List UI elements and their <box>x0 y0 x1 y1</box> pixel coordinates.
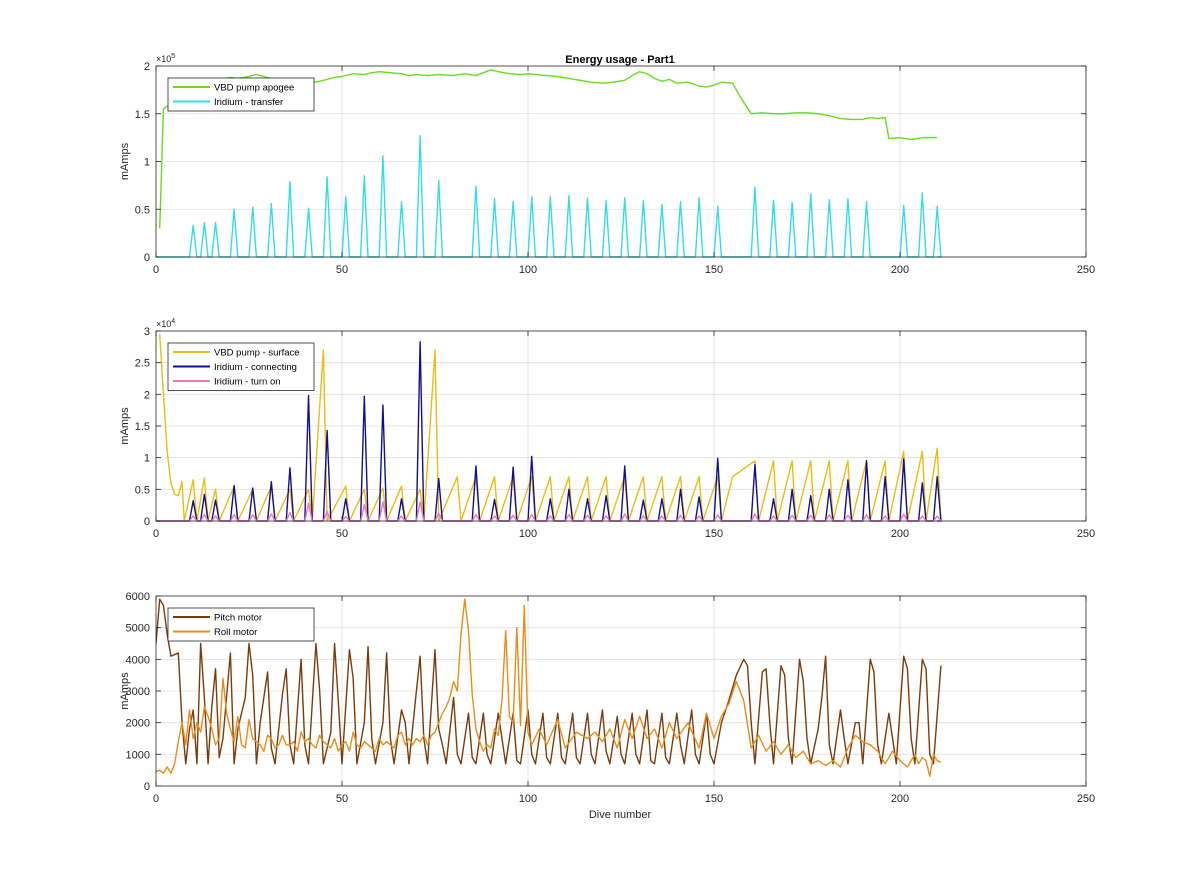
y-axis-label: mAmps <box>119 672 131 710</box>
x-tick-label: 0 <box>153 264 159 276</box>
x-tick-label: 200 <box>891 528 909 540</box>
legend-entry: Iridium - transfer <box>214 97 283 108</box>
y-exponent-label: ×105 <box>156 53 175 64</box>
x-tick-label: 250 <box>1077 528 1095 540</box>
y-tick-label: 2 <box>144 389 150 401</box>
y-tick-label: 1 <box>144 453 150 465</box>
x-tick-label: 250 <box>1077 264 1095 276</box>
x-tick-label: 100 <box>519 528 537 540</box>
y-tick-label: 3000 <box>126 686 150 698</box>
x-tick-label: 150 <box>705 264 723 276</box>
y-tick-label: 0 <box>144 516 150 528</box>
legend-entry: VBD pump - surface <box>214 348 300 359</box>
y-tick-label: 6000 <box>126 591 150 603</box>
x-tick-label: 100 <box>519 264 537 276</box>
chart-panel-1: 0 50 100 150 200 250 0 0.5 1 1.5 2 ×105 mAmps VBD pum… <box>119 53 1095 276</box>
legend-entry: Iridium - turn on <box>214 377 281 388</box>
x-tick-label: 150 <box>705 793 723 805</box>
legend-box <box>167 77 315 112</box>
x-tick-label: 250 <box>1077 793 1095 805</box>
y-tick-label: 3 <box>144 326 150 338</box>
y-tick-label: 4000 <box>126 654 150 666</box>
y-tick-label: 0.5 <box>135 204 150 216</box>
x-tick-label: 150 <box>705 528 723 540</box>
x-tick-label: 0 <box>153 793 159 805</box>
legend-entry: VBD pump apogee <box>214 83 294 94</box>
x-axis-label: Dive number <box>589 809 652 821</box>
legend-box <box>167 607 315 642</box>
y-tick-label: 0 <box>144 781 150 793</box>
y-tick-label: 2000 <box>126 718 150 730</box>
figure-title: Energy usage - Part1 <box>565 54 674 66</box>
x-tick-label: 50 <box>336 793 348 805</box>
chart-panel-3: 0 50 100 150 200 250 0 1000 2000 3000 4000 5000 6000… <box>119 591 1095 805</box>
legend-entry: Iridium - connecting <box>214 362 297 373</box>
y-tick-label: 1 <box>144 157 150 169</box>
legend-entry: Pitch motor <box>214 613 262 624</box>
chart-panel-2: 0 50 100 150 200 250 0 0.5 1 1.5 2 2.5 3 ×104 mAmps VBD… <box>119 318 1095 540</box>
y-tick-label: 2 <box>144 61 150 73</box>
y-tick-label: 0 <box>144 252 150 264</box>
x-tick-label: 0 <box>153 528 159 540</box>
series-line-pitch-motor <box>156 598 942 765</box>
series-line-roll-motor <box>156 598 942 778</box>
legend-entry: Roll motor <box>214 627 257 638</box>
x-tick-label: 100 <box>519 793 537 805</box>
x-tick-label: 50 <box>336 264 348 276</box>
y-axis-label: mAmps <box>119 407 131 445</box>
y-axis-label: mAmps <box>119 142 131 180</box>
series-line-iridium-transfer <box>156 135 942 258</box>
y-tick-label: 5000 <box>126 623 150 635</box>
x-tick-label: 50 <box>336 528 348 540</box>
y-tick-label: 1000 <box>126 749 150 761</box>
y-tick-label: 0.5 <box>135 484 150 496</box>
y-tick-label: 2.5 <box>135 358 150 370</box>
x-tick-label: 200 <box>891 793 909 805</box>
y-tick-label: 1.5 <box>135 109 150 121</box>
y-exponent-label: ×104 <box>156 318 175 329</box>
x-tick-label: 200 <box>891 264 909 276</box>
y-tick-label: 1.5 <box>135 421 150 433</box>
